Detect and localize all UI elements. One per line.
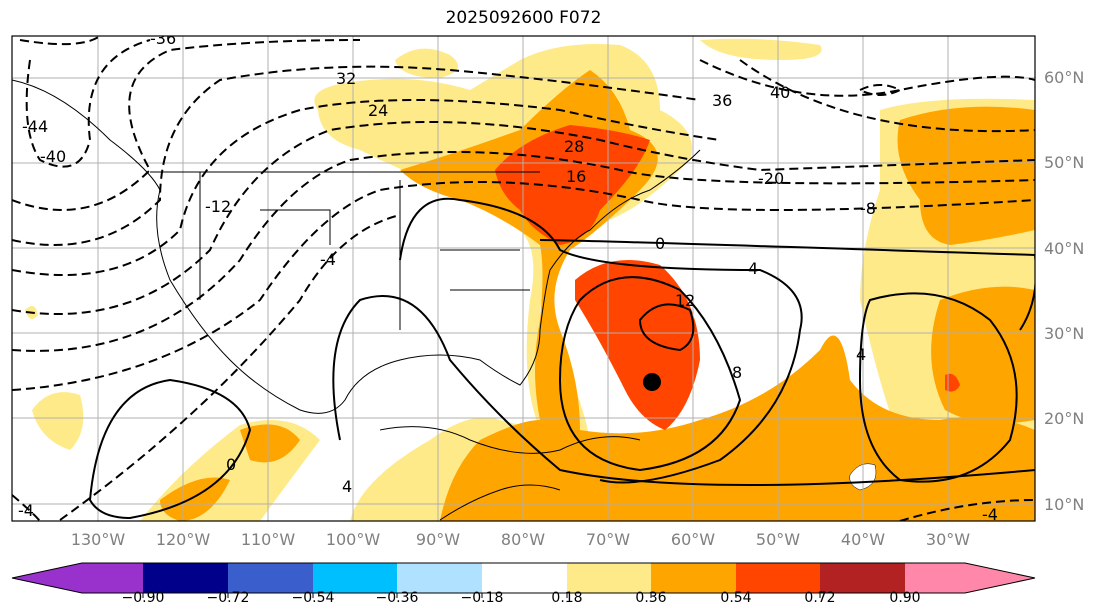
colorbar-segment (567, 563, 651, 593)
colorbar-segment (143, 563, 228, 593)
lat-label: 20°N (1044, 409, 1084, 428)
map-title: 2025092600 F072 (445, 8, 602, 28)
latitude-labels: 60°N 50°N 40°N 30°N 20°N 10°N (1044, 68, 1084, 514)
colorbar-tick: 0.36 (635, 590, 666, 606)
shading-red (495, 125, 960, 430)
lat-label: 60°N (1044, 68, 1084, 87)
colorbar-tick: 0.72 (804, 590, 835, 606)
contour-label: 12 (675, 291, 695, 310)
contour-label: 36 (712, 91, 732, 110)
contour-label: 4 (342, 477, 352, 496)
contour-label: 28 (564, 137, 584, 156)
contour-labels: -36 32 24 28 16 -12 -4 -44 -40 36 40 -20… (18, 29, 998, 524)
contour-label: -40 (40, 147, 66, 166)
colorbar-tick-labels: −0.90 −0.72 −0.54 −0.36 −0.18 0.18 0.36 … (122, 590, 921, 606)
contours-dashed (12, 36, 1035, 521)
contour-label: 40 (770, 83, 790, 102)
contour-label: -4 (982, 505, 998, 524)
colorbar-segment (12, 563, 143, 593)
lon-label: 40°W (841, 530, 885, 549)
map-frame (11, 35, 1036, 522)
map-plot-area: -36 32 24 28 16 -12 -4 -44 -40 36 40 -20… (12, 29, 1035, 524)
lon-label: 100°W (326, 530, 381, 549)
contour-label: -4 (18, 501, 34, 520)
lon-label: 110°W (241, 530, 296, 549)
lon-label: 60°W (671, 530, 715, 549)
lon-label: 130°W (71, 530, 126, 549)
colorbar-segment (905, 563, 1035, 593)
colorbar-tick: 0.54 (720, 590, 751, 606)
colorbar-segment (397, 563, 482, 593)
contour-label: 32 (336, 69, 356, 88)
contour-label: 8 (732, 363, 742, 382)
colorbar-outline (11, 562, 1036, 594)
colorbar-segment (228, 563, 313, 593)
lat-label: 40°N (1044, 239, 1084, 258)
colorbar-segment (651, 563, 736, 593)
lon-label: 90°W (416, 530, 460, 549)
contour-label: 16 (566, 167, 586, 186)
lon-label: 30°W (926, 530, 970, 549)
lon-label: 120°W (156, 530, 211, 549)
contour-label: 4 (748, 259, 758, 278)
contour-label: 4 (856, 345, 866, 364)
colorbar-segment (820, 563, 905, 593)
colorbar-tick: 0.90 (889, 590, 920, 606)
lat-label: 30°N (1044, 324, 1084, 343)
colorbar-segment (313, 563, 397, 593)
colorbar-tick: −0.18 (461, 590, 504, 606)
contour-label: 24 (368, 101, 388, 120)
gridlines (12, 36, 1035, 521)
colorbar-tick: 0.18 (551, 590, 582, 606)
contour-label: -36 (150, 29, 176, 48)
colorbar (11, 562, 1036, 598)
lat-label: 50°N (1044, 153, 1084, 172)
colorbar-tick: −0.54 (292, 590, 335, 606)
colorbar-tick: −0.72 (207, 590, 250, 606)
colorbar-segment (736, 563, 820, 593)
colorbar-segment (482, 563, 567, 593)
contour-label: -4 (320, 250, 336, 269)
contour-label: -44 (22, 117, 48, 136)
contour-label: -8 (860, 199, 876, 218)
lon-label: 70°W (586, 530, 630, 549)
contour-label: 0 (226, 455, 236, 474)
colorbar-tick: −0.90 (122, 590, 165, 606)
storm-center-marker (643, 373, 661, 391)
longitude-labels: 130°W 120°W 110°W 100°W 90°W 80°W 70°W 6… (71, 530, 970, 549)
lat-label: 10°N (1044, 495, 1084, 514)
lon-label: 50°W (756, 530, 800, 549)
colorbar-tick: −0.36 (376, 590, 419, 606)
contour-label: -20 (758, 169, 784, 188)
lon-label: 80°W (501, 530, 545, 549)
contour-label: 0 (655, 234, 665, 253)
contour-label: -12 (205, 197, 231, 216)
